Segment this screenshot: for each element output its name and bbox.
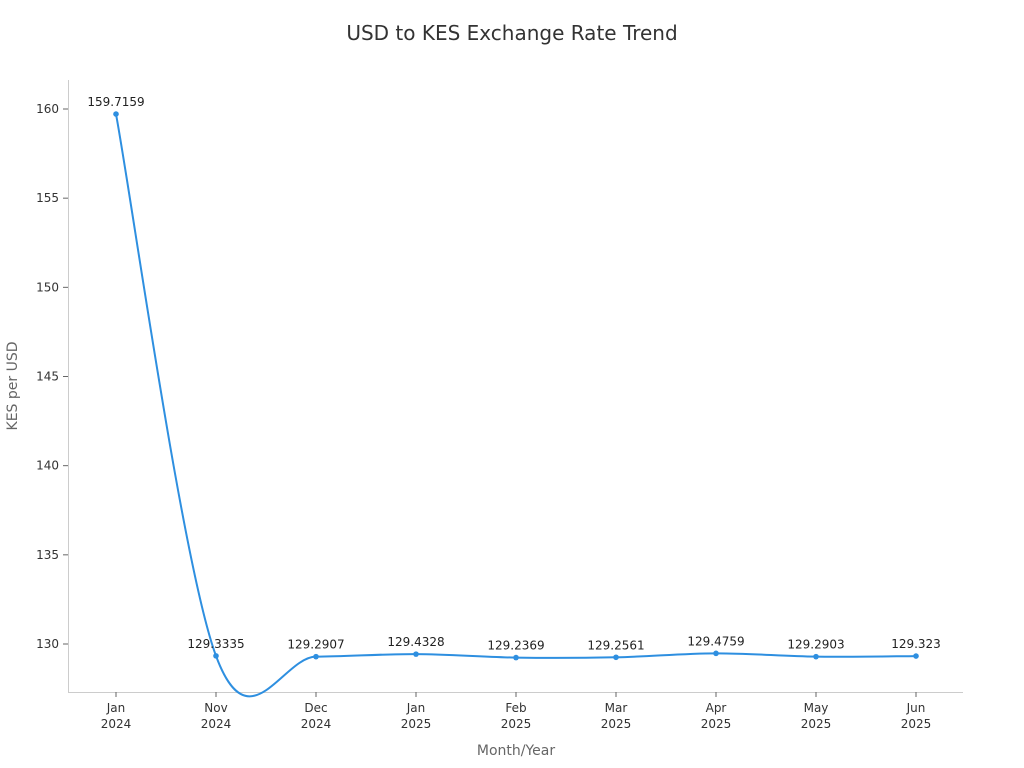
y-tick-label: 150 — [36, 280, 59, 294]
y-axis-ticks: 130 135 140 145 150 155 160 — [36, 102, 68, 651]
x-tick-label-year: 2025 — [601, 717, 632, 731]
data-label: 129.3335 — [187, 637, 244, 651]
data-label: 129.2561 — [587, 638, 644, 652]
x-tick-label-month: Jun — [906, 701, 926, 715]
data-label: 129.4759 — [687, 634, 744, 648]
y-tick-label: 155 — [36, 191, 59, 205]
y-axis-title: KES per USD — [5, 342, 21, 431]
data-point — [513, 654, 519, 661]
x-tick-label-month: Apr — [706, 701, 727, 715]
x-tick-label-year: 2024 — [301, 717, 332, 731]
data-label: 129.2903 — [787, 638, 844, 652]
series-line — [115, 113, 917, 698]
data-point — [413, 651, 419, 657]
x-tick-label-year: 2024 — [101, 717, 132, 731]
x-tick-label-month: Mar — [605, 701, 628, 715]
data-point — [313, 653, 319, 660]
x-tick-label-month: Feb — [505, 701, 526, 715]
x-tick-label-year: 2025 — [801, 717, 832, 731]
data-label: 129.2907 — [287, 638, 344, 652]
data-label: 129.4328 — [387, 635, 444, 649]
data-label: 159.7159 — [87, 95, 144, 109]
data-labels: 159.7159 129.3335 129.2907 129.4328 129.2369… — [87, 95, 940, 653]
x-tick-label-year: 2024 — [201, 717, 232, 731]
x-tick-label-month: May — [804, 701, 829, 715]
data-point — [813, 653, 819, 660]
y-tick-label: 130 — [36, 637, 59, 651]
data-points — [113, 111, 919, 661]
chart-title: USD to KES Exchange Rate Trend — [346, 21, 677, 45]
x-tick-label-month: Nov — [204, 701, 227, 715]
y-tick-label: 135 — [36, 548, 59, 562]
x-tick-label-year: 2025 — [501, 717, 532, 731]
data-point — [113, 111, 119, 117]
x-tick-label-month: Dec — [304, 701, 327, 715]
data-point — [713, 650, 719, 657]
y-tick-label: 160 — [36, 102, 59, 116]
x-tick-label-month: Jan — [106, 701, 126, 715]
data-point — [213, 653, 219, 659]
x-axis-ticks: Jan 2024 Nov 2024 Dec 2024 Jan 2025 Feb 2025 Mar 20… — [101, 692, 932, 731]
x-tick-label-year: 2025 — [401, 717, 432, 731]
x-tick-label-month: Jan — [406, 701, 426, 715]
data-point — [613, 654, 619, 661]
x-tick-label-year: 2025 — [701, 717, 732, 731]
x-axis-title: Month/Year — [477, 743, 555, 759]
data-point — [913, 653, 919, 659]
x-tick-label-year: 2025 — [901, 717, 932, 731]
y-tick-label: 145 — [36, 370, 59, 384]
axes — [68, 80, 963, 693]
y-tick-label: 140 — [36, 459, 59, 473]
data-label: 129.323 — [891, 637, 941, 651]
data-label: 129.2369 — [487, 639, 544, 653]
